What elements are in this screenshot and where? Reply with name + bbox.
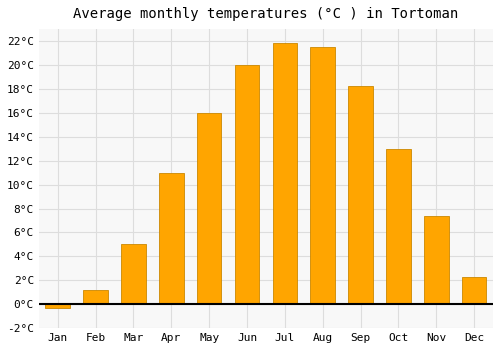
Bar — [386, 149, 410, 304]
Bar — [121, 244, 146, 304]
Bar — [348, 86, 373, 304]
Bar — [46, 304, 70, 308]
Bar — [462, 277, 486, 304]
Bar — [424, 216, 448, 304]
Bar — [159, 173, 184, 304]
Bar — [234, 65, 260, 304]
Bar — [197, 113, 222, 304]
Bar — [84, 290, 108, 304]
Title: Average monthly temperatures (°C ) in Tortoman: Average monthly temperatures (°C ) in To… — [74, 7, 458, 21]
Bar — [310, 47, 335, 304]
Bar — [272, 43, 297, 304]
